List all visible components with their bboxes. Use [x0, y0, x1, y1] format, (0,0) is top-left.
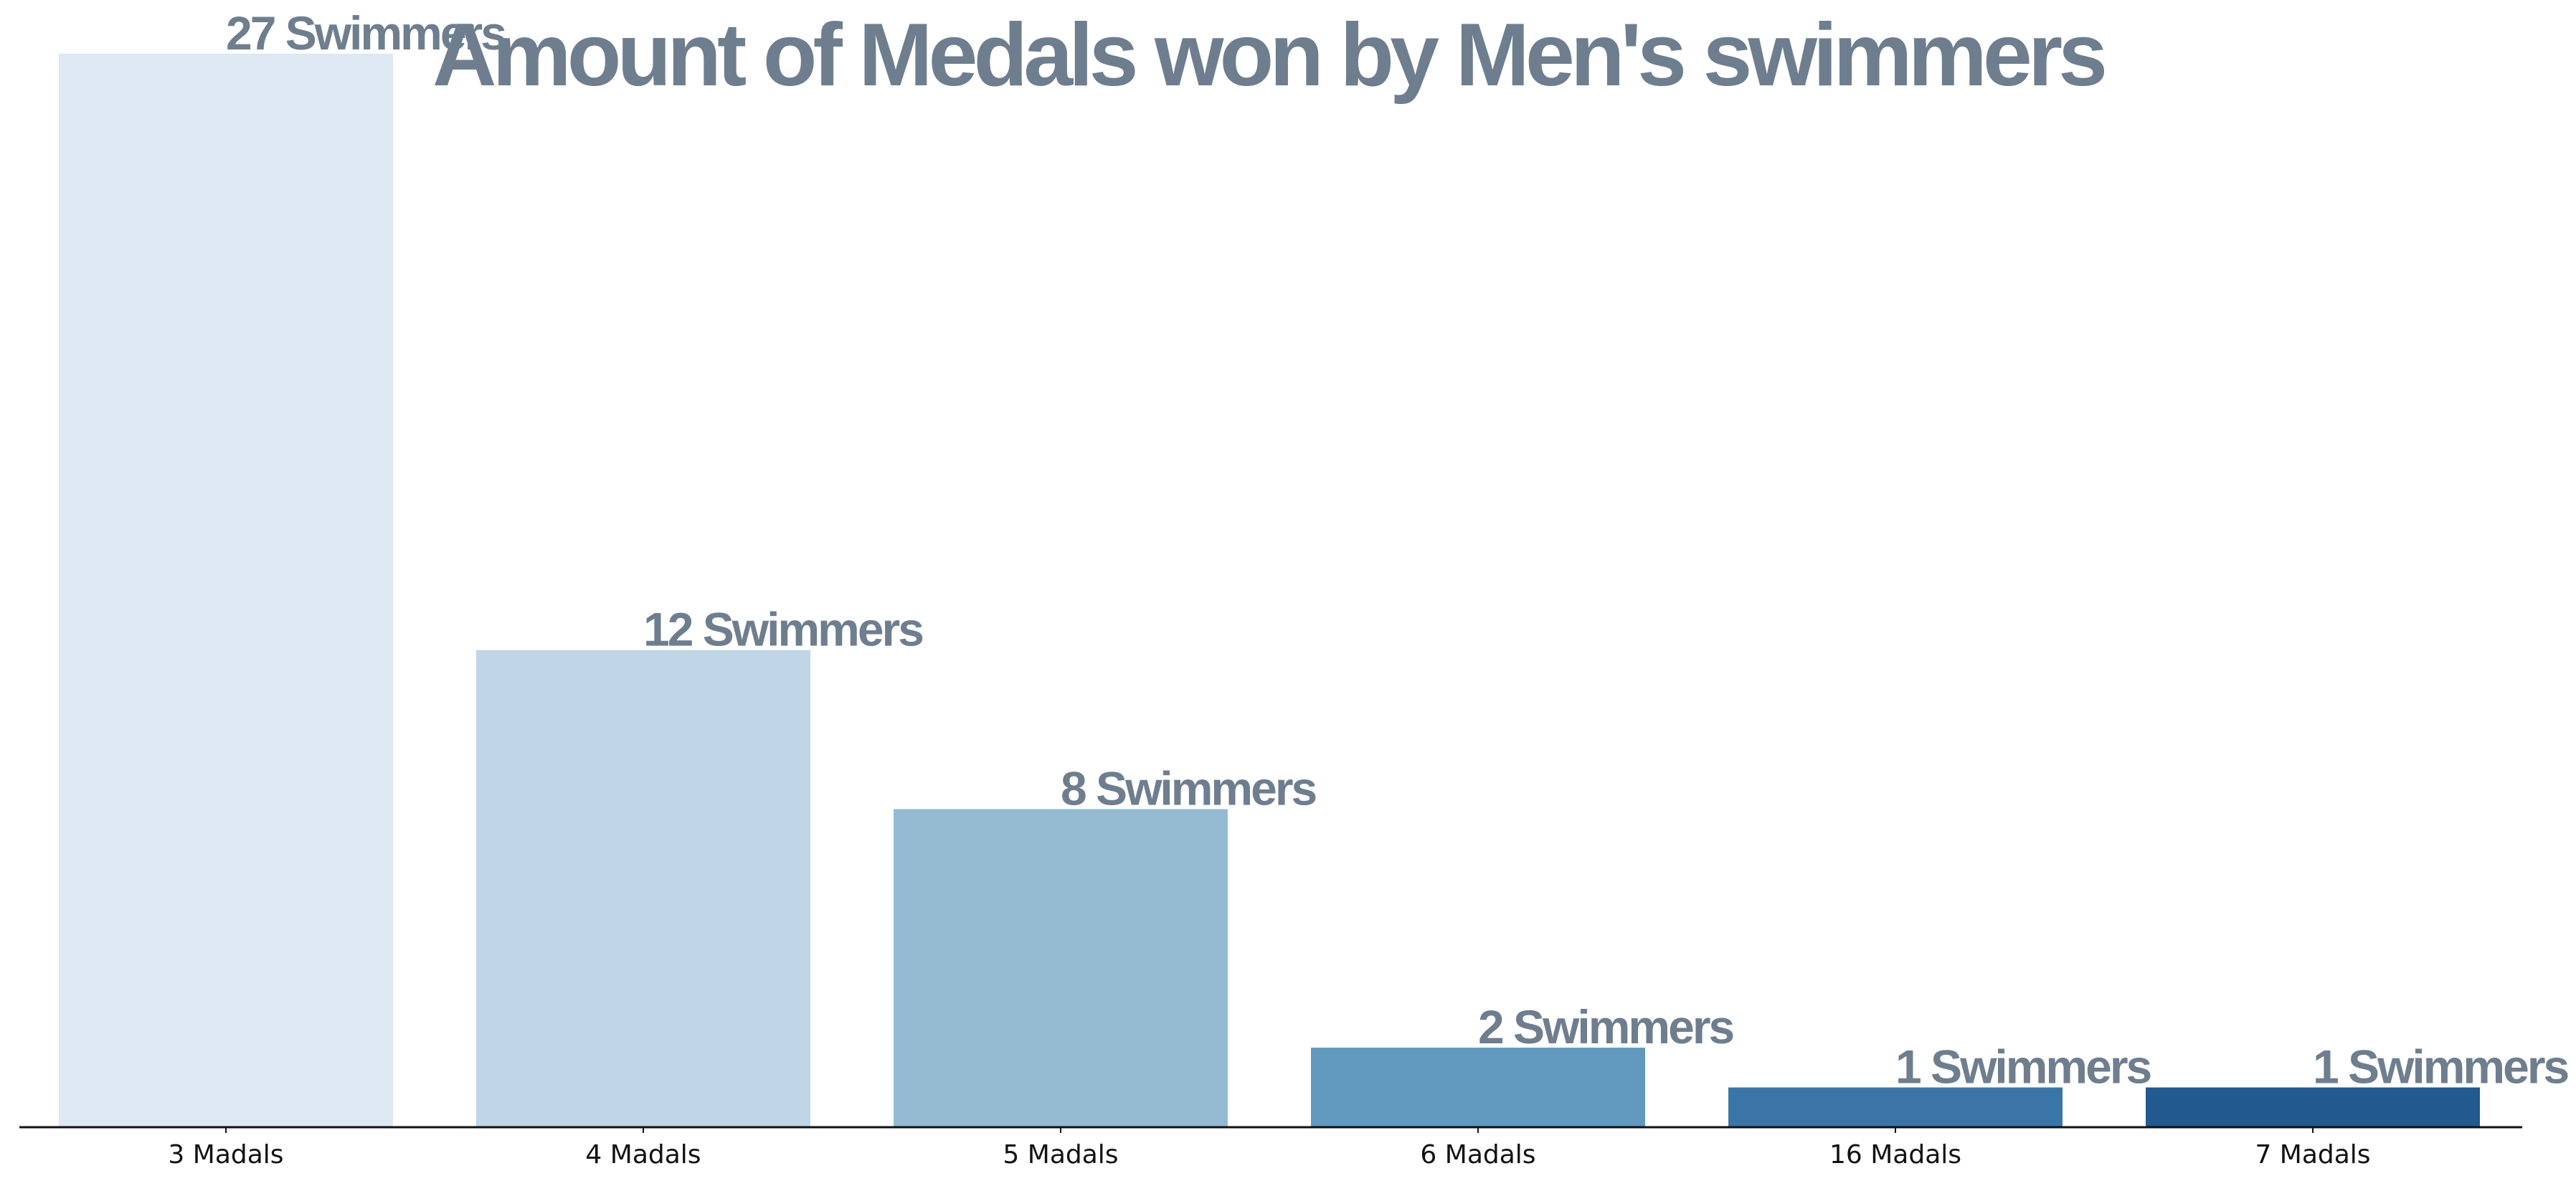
bar-value-label-6: 1 Swimmers: [2313, 1040, 2567, 1094]
bar-5: [1728, 1087, 2063, 1127]
bar-3: [894, 809, 1228, 1127]
x-tick-labels-group: 3 Madals 4 Madals 5 Madals 6 Madals 16 Madal…: [168, 1127, 2371, 1170]
bar-value-label-5: 1 Swimmers: [1895, 1040, 2150, 1094]
x-tick-label-4: 6 Madals: [1420, 1140, 1535, 1170]
bar-value-label-3: 8 Swimmers: [1061, 762, 1315, 815]
bars-group: [59, 53, 2480, 1127]
x-tick-label-5: 16 Madals: [1829, 1140, 1961, 1170]
x-tick-label-1: 3 Madals: [168, 1140, 283, 1170]
data-labels-group: 27 Swimmers 12 Swimmers 8 Swimmers 2 Swimme…: [226, 6, 2570, 1094]
chart-title: Amount of Medals won by Men's swimmers: [432, 6, 2104, 105]
x-tick-label-6: 7 Madals: [2255, 1140, 2370, 1170]
x-tick-label-3: 5 Madals: [1003, 1140, 1118, 1170]
bar-2: [476, 650, 810, 1127]
bar-1: [59, 53, 393, 1127]
bar-6: [2146, 1087, 2480, 1127]
bar-4: [1311, 1048, 1645, 1127]
bar-value-label-4: 2 Swimmers: [1478, 1000, 1733, 1053]
x-tick-label-2: 4 Madals: [585, 1140, 701, 1170]
bar-value-label-1: 27 Swimmers: [226, 6, 505, 60]
bar-value-label-2: 12 Swimmers: [643, 603, 922, 656]
